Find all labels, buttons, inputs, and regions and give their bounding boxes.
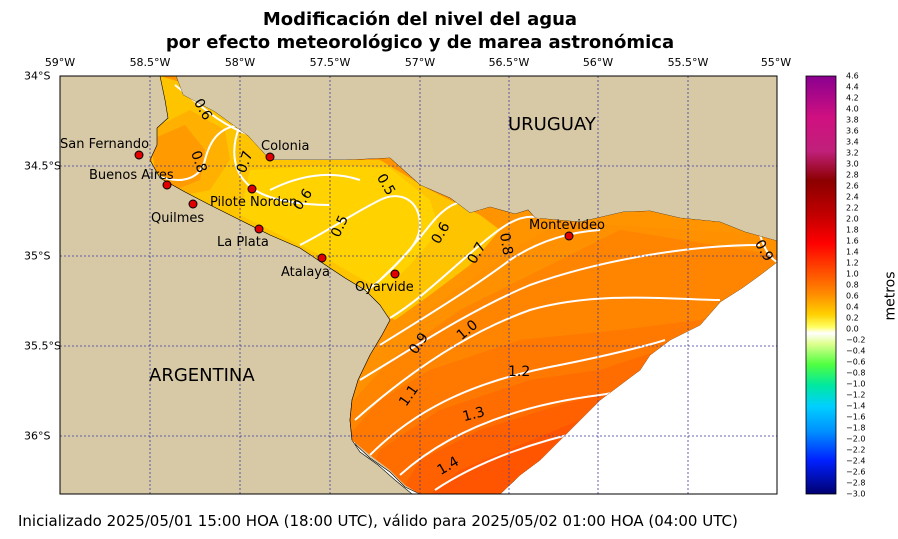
- contour-line: [759, 234, 777, 263]
- country-label-argentina: ARGENTINA: [149, 365, 255, 386]
- lon-tick-label: 58.5°W: [129, 56, 171, 69]
- station-marker: [247, 184, 257, 194]
- colorbar-tick-label: 2.0: [846, 214, 859, 224]
- contour-line: [359, 244, 761, 381]
- contour-line: [369, 339, 666, 456]
- map-frame: [59, 75, 778, 495]
- colorbar-tick-label: 1.0: [846, 269, 859, 279]
- colorbar-tick-label: −2.0: [846, 434, 866, 444]
- lon-tick-label: 56°W: [582, 56, 614, 69]
- colorbar-tick-label: −1.6: [846, 412, 866, 422]
- colorbar-tick-label: −3.0: [846, 489, 866, 499]
- colorbar-tick-label: 4.6: [846, 71, 859, 81]
- colorbar-tick-label: 1.8: [846, 225, 859, 235]
- colorbar-tick-label: 0.6: [846, 291, 859, 301]
- contour-label: 1.2: [508, 364, 530, 380]
- colorbar-tick-label: 3.0: [846, 159, 859, 169]
- colorbar-tick-label: −2.8: [846, 478, 866, 488]
- place-label: Oyarvide: [355, 280, 414, 295]
- contour-label: 0.8: [496, 232, 516, 257]
- country-label-uruguay: URUGUAY: [508, 114, 596, 135]
- station-markers: [134, 150, 574, 279]
- validity-footer: Inicializado 2025/05/01 15:00 HOA (18:00…: [18, 512, 738, 530]
- colorbar-tick-label: 3.4: [846, 137, 859, 147]
- contour-lines: [154, 84, 777, 491]
- colorbar-tick-label: −2.2: [846, 445, 866, 455]
- colorbar-tick-label: −0.6: [846, 357, 866, 367]
- place-label: Atalaya: [281, 265, 330, 280]
- colorbar-tick-label: 0.0: [846, 324, 859, 334]
- place-label: San Fernando: [60, 137, 150, 152]
- station-marker: [317, 253, 327, 263]
- lon-tick-label: 59°W: [44, 56, 76, 69]
- lon-tick-label: 57°W: [404, 56, 436, 69]
- colorbar-tick-label: −1.4: [846, 401, 866, 411]
- place-label: Buenos Aires: [89, 168, 174, 183]
- station-marker: [162, 180, 172, 190]
- station-marker: [254, 224, 264, 234]
- station-marker: [134, 150, 144, 160]
- lon-tick-label: 55.5°W: [667, 56, 709, 69]
- colorbar-tick-label: 2.2: [846, 203, 859, 213]
- graticule: [60, 76, 777, 494]
- colorbar-tick-label: 0.2: [846, 313, 859, 323]
- colorbar-tick-label: −1.0: [846, 379, 866, 389]
- colorbar-tick-label: 3.2: [846, 148, 859, 158]
- lon-tick-label: 58°W: [224, 56, 256, 69]
- band-0.8-west: [150, 125, 205, 190]
- colorbar-tick-label: −1.8: [846, 423, 866, 433]
- place-label: Pilote Norden: [210, 195, 298, 210]
- colorbar-tick-label: −2.4: [846, 456, 866, 466]
- colorbar-tick-label: 2.6: [846, 181, 859, 191]
- colorbar-tick-label: 1.4: [846, 247, 859, 257]
- contour-label: 0.8: [187, 149, 210, 175]
- station-marker: [390, 269, 400, 279]
- lon-tick-label: 55°W: [760, 56, 792, 69]
- place-label: La Plata: [217, 235, 269, 250]
- colorbar-tick-label: 2.8: [846, 170, 859, 180]
- colorbar-tick-label: 1.2: [846, 258, 859, 268]
- contour-line: [354, 296, 721, 421]
- lat-tick-label: 35.5°S: [24, 339, 61, 353]
- colorbar-tick-label: 3.8: [846, 115, 859, 125]
- lat-tick-label: 35°S: [24, 249, 51, 263]
- lat-tick-label: 34.5°S: [24, 159, 61, 173]
- lon-tick-label: 57.5°W: [309, 56, 351, 69]
- place-label: Quilmes: [151, 211, 205, 226]
- station-marker: [564, 231, 574, 241]
- station-marker: [188, 199, 198, 209]
- place-label: Colonia: [261, 139, 310, 154]
- colorbar: [805, 75, 837, 495]
- colorbar-tick-label: 3.6: [846, 126, 859, 136]
- colorbar-tick-label: 2.4: [846, 192, 859, 202]
- colorbar-tick-label: 0.8: [846, 280, 859, 290]
- map-title-line-1: Modificación del nivel del agua: [262, 9, 578, 30]
- map-title-line-2: por efecto meteorológico y de marea astr…: [165, 32, 675, 53]
- station-marker: [265, 152, 275, 162]
- colorbar-unit-label: metros: [882, 271, 898, 321]
- contour-label: 1.3: [461, 404, 487, 425]
- contour-line: [269, 173, 361, 191]
- colorbar-tick-label: 4.0: [846, 104, 859, 114]
- colorbar-tick-label: −0.2: [846, 335, 866, 345]
- colorbar-tick-label: −2.6: [846, 467, 866, 477]
- colorbar-tick-label: 4.2: [846, 93, 859, 103]
- lat-tick-label: 36°S: [24, 429, 51, 443]
- coastline: [149, 144, 391, 441]
- colorbar-tick-label: 1.6: [846, 236, 859, 246]
- colorbar-tick-label: −1.2: [846, 390, 866, 400]
- colorbar-tick-label: −0.8: [846, 368, 866, 378]
- lon-tick-label: 56.5°W: [488, 56, 530, 69]
- contour-line: [389, 215, 541, 319]
- contour-label: 0.7: [234, 149, 257, 175]
- colorbar-tick-label: −0.4: [846, 346, 866, 356]
- colorbar-tick-label: 0.4: [846, 302, 859, 312]
- place-label: Montevideo: [529, 218, 606, 233]
- contour-line: [154, 124, 246, 181]
- colorbar-tick-label: 4.4: [846, 82, 859, 92]
- coastline: [156, 75, 169, 145]
- lat-tick-label: 34°S: [24, 69, 51, 83]
